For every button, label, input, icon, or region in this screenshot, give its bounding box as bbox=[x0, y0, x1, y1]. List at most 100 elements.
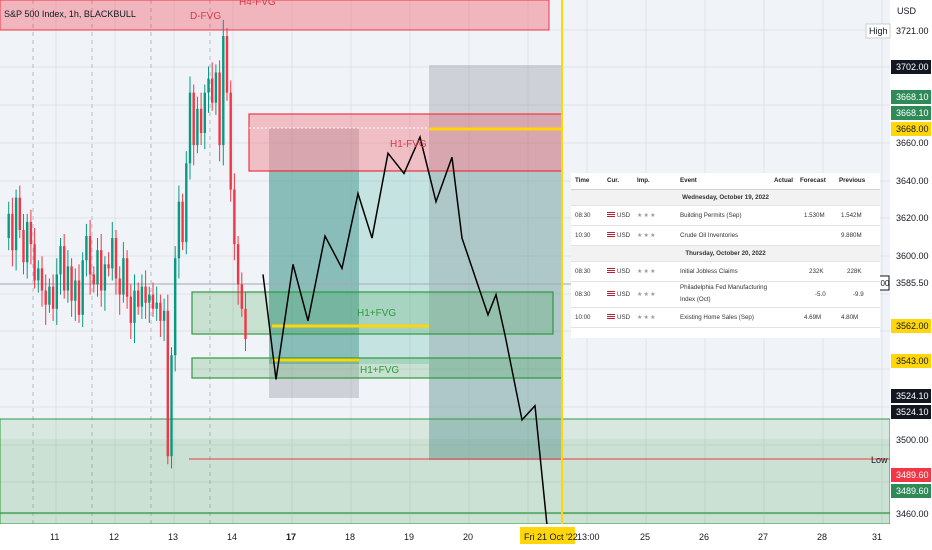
price-axis-label: 3721.00 bbox=[896, 26, 929, 36]
price-label-bg bbox=[891, 319, 931, 333]
candle-body bbox=[166, 310, 169, 457]
candle-body bbox=[59, 246, 62, 275]
price-axis-label: 3543.00 bbox=[896, 356, 929, 366]
price-label-bg bbox=[891, 484, 931, 498]
candle-body bbox=[211, 78, 214, 103]
h1-fvg-top-label: H1-FVG bbox=[390, 139, 427, 150]
event-forecast: 1.530M bbox=[804, 212, 825, 219]
candle-body bbox=[48, 286, 51, 305]
candle-body bbox=[88, 236, 92, 275]
calendar-event-row[interactable]: 08:30 USD ★★★ Building Permits (Sep) 1.5… bbox=[571, 206, 880, 226]
daily-demand-zone bbox=[0, 439, 890, 524]
calendar-header-row: Time Cur. Imp. Event Actual Forecast Pre… bbox=[571, 173, 880, 190]
price-axis-label: 3460.00 bbox=[896, 509, 929, 519]
candle-body bbox=[140, 286, 144, 307]
event-currency: USD bbox=[607, 232, 630, 239]
candle-body bbox=[118, 278, 121, 295]
price-axis-unit: USD bbox=[897, 6, 917, 16]
time-axis-label: 27 bbox=[758, 532, 768, 542]
low-tag: Low bbox=[871, 455, 888, 465]
price-label-bg bbox=[891, 468, 931, 482]
candle-body bbox=[148, 294, 151, 303]
price-label-bg bbox=[891, 106, 931, 120]
candle-body bbox=[44, 290, 47, 305]
price-label-bg bbox=[891, 122, 931, 136]
importance-stars-icon: ★★★ bbox=[637, 291, 657, 298]
h1-fvg-red-box bbox=[248, 113, 563, 172]
calendar-event-row[interactable]: 10:00 USD ★★★ Existing Home Sales (Sep) … bbox=[571, 308, 880, 328]
time-axis-label: 20 bbox=[463, 532, 473, 542]
candle-body bbox=[111, 238, 114, 269]
time-axis-label: 11 bbox=[50, 532, 59, 542]
event-forecast: -5.0 bbox=[815, 291, 826, 298]
us-flag-icon bbox=[607, 268, 615, 273]
price-axis-label: 3562.00 bbox=[896, 321, 929, 331]
price-axis-label: 3640.00 bbox=[896, 176, 929, 186]
candle-body bbox=[240, 284, 243, 309]
candle-body bbox=[22, 229, 25, 263]
calendar-event-row[interactable]: 10:30 USD ★★★ Crude Oil Inventories 9.88… bbox=[571, 226, 880, 246]
price-axis-label: 3524.10 bbox=[896, 407, 929, 417]
candle-body bbox=[199, 108, 203, 134]
candle-body bbox=[214, 72, 218, 103]
price-axis-label: 3620.00 bbox=[896, 213, 929, 223]
projected-path-line bbox=[262, 134, 551, 550]
event-previous: 228K bbox=[847, 268, 862, 275]
candle-body bbox=[144, 286, 147, 303]
trade-box-gray bbox=[269, 128, 359, 398]
importance-stars-icon: ★★★ bbox=[637, 314, 657, 321]
candle-body bbox=[18, 197, 21, 230]
col-event: Event bbox=[680, 177, 697, 184]
high-tag: High bbox=[869, 26, 888, 36]
candle-body bbox=[192, 92, 195, 146]
projection-box-gray bbox=[429, 65, 561, 460]
candle-body bbox=[137, 290, 140, 307]
candle-body bbox=[29, 221, 33, 245]
candle-body bbox=[129, 296, 132, 323]
col-importance: Imp. bbox=[637, 177, 650, 184]
candle-body bbox=[233, 189, 236, 245]
price-label-bg bbox=[891, 405, 931, 419]
candle-body bbox=[103, 264, 107, 291]
us-flag-icon bbox=[607, 232, 615, 237]
event-previous: 4.80M bbox=[841, 314, 859, 321]
event-currency: USD bbox=[607, 314, 630, 321]
price-axis-label: 3585.50 bbox=[896, 278, 929, 288]
time-axis-background bbox=[0, 524, 932, 550]
projection-box-teal bbox=[429, 170, 561, 460]
price-axis-label: 3702.00 bbox=[896, 62, 929, 72]
candle-body bbox=[14, 197, 18, 251]
candle-body bbox=[155, 302, 158, 309]
candle-body bbox=[33, 244, 36, 281]
price-axis-label: 3668.10 bbox=[896, 108, 929, 118]
event-name: Existing Home Sales (Sep) bbox=[680, 314, 754, 321]
event-time: 10:00 bbox=[575, 314, 591, 321]
d-fvg-label: D-FVG bbox=[190, 11, 221, 22]
candle-body bbox=[177, 201, 181, 259]
candle-body bbox=[133, 290, 136, 323]
time-axis-label: 12 bbox=[109, 532, 119, 542]
time-axis-label: 14 bbox=[227, 532, 237, 542]
us-flag-icon bbox=[607, 212, 615, 217]
h4-fvg-label: H4-FVG bbox=[239, 0, 276, 8]
price-axis-label: 3600.00 bbox=[896, 251, 929, 261]
calendar-event-row[interactable]: 08:30 USD ★★★ Initial Jobless Claims 232… bbox=[571, 262, 880, 282]
calendar-event-row[interactable]: 08:30 USD ★★★ Philadelphia Fed Manufactu… bbox=[571, 282, 880, 308]
time-axis-label: 31 bbox=[872, 532, 882, 542]
date-tag-bg bbox=[520, 527, 575, 544]
event-time: 08:30 bbox=[575, 268, 591, 275]
event-name: Crude Oil Inventories bbox=[680, 232, 739, 239]
candle-body bbox=[92, 274, 95, 285]
candle-body bbox=[11, 213, 14, 251]
price-label-bg bbox=[891, 389, 931, 403]
us-flag-icon bbox=[607, 291, 615, 296]
candle-body bbox=[244, 308, 247, 340]
time-axis-label: 26 bbox=[699, 532, 709, 542]
calendar-date-row: Thursday, October 20, 2022 bbox=[571, 246, 880, 262]
event-name: Initial Jobless Claims bbox=[680, 268, 738, 275]
event-previous: -9.9 bbox=[853, 291, 864, 298]
candle-body bbox=[26, 221, 29, 263]
candle-body bbox=[100, 250, 103, 291]
candle-body bbox=[55, 274, 58, 309]
